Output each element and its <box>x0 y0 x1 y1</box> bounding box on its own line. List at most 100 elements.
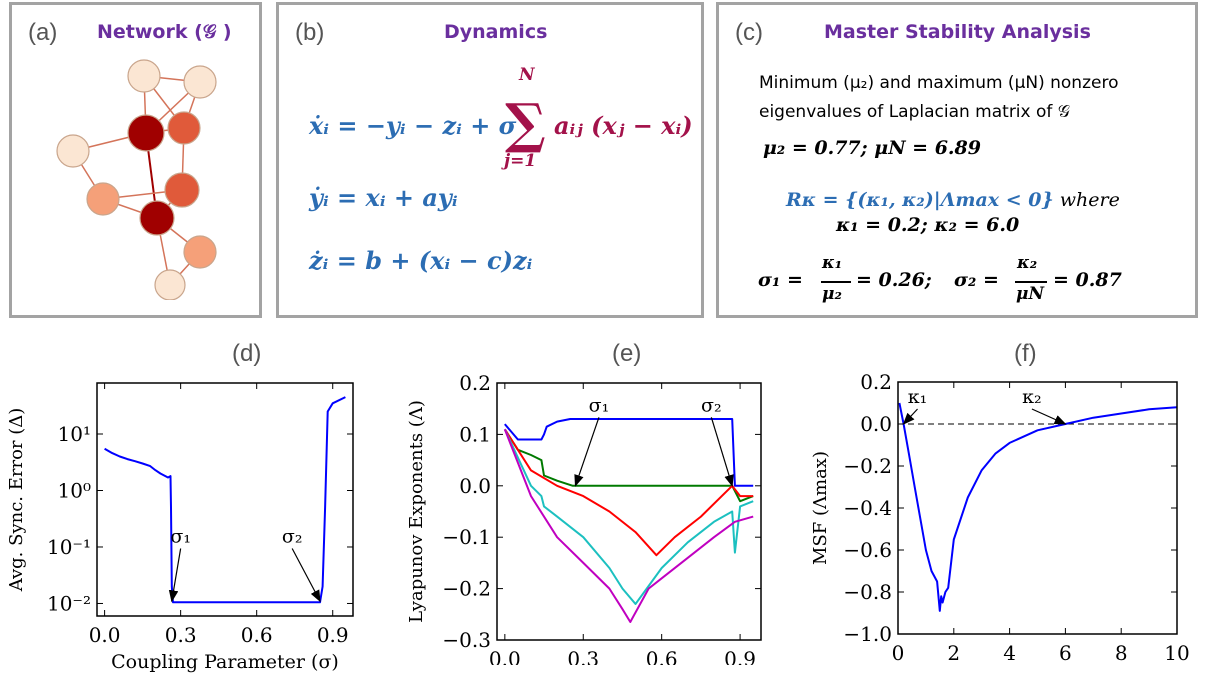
panel-dynamics: (b) Dynamics ẋᵢ = −yᵢ − zᵢ + σ N ∑ j=1 a… <box>276 2 704 318</box>
x-tick-label: 8 <box>1115 641 1128 665</box>
series-line-0 <box>504 418 754 487</box>
sigma2-fraction-bar <box>1015 281 1047 283</box>
sigma1-numerator: κ₁ <box>822 253 843 273</box>
y-tick-label: 10¹ <box>58 422 91 446</box>
y-tick-label: −0.1 <box>442 525 491 549</box>
y-tick-label: 0.1 <box>459 422 491 446</box>
x-tick-label: 10 <box>1164 641 1189 665</box>
network-node <box>127 114 165 152</box>
annotation-label: κ₂ <box>1022 386 1042 408</box>
x-tick-label: 0.6 <box>646 647 678 665</box>
y-tick-label: −0.2 <box>843 454 892 478</box>
y-tick-label: −0.8 <box>843 580 892 604</box>
x-tick-label: 0.6 <box>241 623 273 647</box>
x-tick-label: 0 <box>892 641 905 665</box>
region-where: where <box>1053 189 1120 211</box>
y-axis-label: MSF (Λmax) <box>810 451 831 565</box>
sigma2-numerator: κ₂ <box>1017 253 1038 273</box>
x-tick-label: 0.0 <box>89 623 121 647</box>
annotation-label: σ₂ <box>701 394 722 416</box>
panel-msa: (c) Master Stability Analysis Minimum (μ… <box>716 2 1198 318</box>
y-tick-label: 10⁻² <box>47 591 91 615</box>
sum-bottom: j=1 <box>504 151 537 171</box>
sigma1-lhs: σ₁ = <box>758 269 803 291</box>
annotation-label: σ₁ <box>589 394 610 416</box>
chart-lyapunov: 0.00.30.60.90.20.10.0−0.1−0.2−0.3Couplin… <box>406 371 762 665</box>
y-tick-label: 0.2 <box>459 371 491 395</box>
annotation-label: σ₂ <box>282 526 303 548</box>
network-node <box>154 269 186 300</box>
network-node <box>183 235 217 269</box>
y-tick-label: 10⁰ <box>58 478 91 502</box>
plot-frame <box>897 381 1178 635</box>
series-line-0 <box>898 402 1178 612</box>
sigma1-fraction-bar <box>821 281 851 283</box>
x-tick-label: 0.9 <box>317 623 349 647</box>
sigma2-lhs: σ₂ = <box>954 269 999 291</box>
sum-symbol: ∑ <box>505 91 546 155</box>
x-axis-label: Generic Coupling Parameter (κ) <box>883 669 1191 670</box>
annotation-arrow <box>168 548 182 603</box>
network-node <box>127 59 161 93</box>
panel-title-msa: Master Stability Analysis <box>824 21 1091 43</box>
panel-label-d: (d) <box>232 340 262 367</box>
x-tick-label: 6 <box>1059 641 1072 665</box>
x-tick-label: 0.0 <box>489 647 521 665</box>
chart-sync-error: 0.0 0.3 0.6 0.9 10⁻² 10⁻¹ 10⁰ 10¹ Coupling Param… <box>6 382 354 673</box>
equation-y: ẏᵢ = xᵢ + ayᵢ <box>309 183 458 212</box>
sigma2-value: = 0.87 <box>1053 269 1122 291</box>
x-tick-label: 4 <box>1003 641 1016 665</box>
y-axis-label: Avg. Sync. Error (Δ) <box>6 408 27 593</box>
y-tick-label: −0.6 <box>843 538 892 562</box>
kappa-values: κ₁ = 0.2; κ₂ = 6.0 <box>836 214 1020 236</box>
y-tick-label: −0.4 <box>843 496 892 520</box>
network-node <box>167 111 201 145</box>
network-node <box>56 134 90 168</box>
eigen-text-line2: eigenvalues of Laplacian matrix of 𝒢 <box>759 102 1070 122</box>
panel-label-c: (c) <box>735 19 763 46</box>
annotation-arrow <box>902 408 918 425</box>
y-tick-label: −0.2 <box>442 577 491 601</box>
network-graph <box>56 59 217 300</box>
plot-frame <box>96 382 354 617</box>
region-definition: Rκ = {(κ₁, κ₂)|Λmax < 0} where <box>786 189 1120 211</box>
panel-title-network: Network (𝒢 ) <box>97 21 232 43</box>
panel-label-b: (b) <box>295 19 325 46</box>
annotation-arrow <box>291 548 321 603</box>
network-node <box>139 200 175 236</box>
equation-x: ẋᵢ = −yᵢ − zᵢ + σ <box>309 111 516 140</box>
annotation-label: σ₁ <box>170 526 191 548</box>
panel-label-a: (a) <box>28 19 58 46</box>
series-line-4 <box>503 428 754 623</box>
series-line-0 <box>104 396 346 604</box>
x-axis-label: Coupling Parameter (σ) <box>111 651 339 673</box>
equation-x-lhs: ẋᵢ = −yᵢ − zᵢ + σ <box>309 111 517 140</box>
series-line-3 <box>503 428 754 605</box>
series-line-2 <box>503 428 754 557</box>
x-tick-label: 0.3 <box>567 647 599 665</box>
sigma1-denominator: μ₂ <box>822 284 842 304</box>
y-tick-label: 0.2 <box>860 370 892 394</box>
y-axis-label: Lyapunov Exponents (Λ) <box>406 400 427 623</box>
annotation-arrow <box>710 417 734 487</box>
sigma2-denominator: μN <box>1016 284 1044 304</box>
x-tick-label: 2 <box>947 641 960 665</box>
x-tick-label: 0.9 <box>724 647 756 665</box>
annotation-arrow <box>574 417 600 487</box>
panel-label-e: (e) <box>612 340 642 367</box>
network-node <box>86 182 120 216</box>
sum-top: N <box>519 65 535 85</box>
y-tick-label: 0.0 <box>459 474 491 498</box>
panel-title-dynamics: Dynamics <box>444 21 548 43</box>
y-tick-label: 0.0 <box>860 412 892 436</box>
mu-values: μ₂ = 0.77; μN = 6.89 <box>763 137 981 159</box>
panel-network: (a) Network (𝒢 ) <box>9 2 262 318</box>
network-node <box>183 65 217 99</box>
region-set: Rκ = {(κ₁, κ₂)|Λmax < 0} <box>786 189 1054 211</box>
annotation-label: κ₁ <box>908 386 928 408</box>
chart-msf: 0 2 4 6 8 10 0.2 0.0 −0.2 −0.4 −0.6 −0.8 −1.0 Generic… <box>810 370 1192 670</box>
plot-frame <box>496 382 762 641</box>
y-tick-label: 10⁻¹ <box>47 535 91 559</box>
sigma1-value: = 0.26; <box>856 269 932 291</box>
equation-z: żᵢ = b + (xᵢ − c)zᵢ <box>309 246 533 275</box>
